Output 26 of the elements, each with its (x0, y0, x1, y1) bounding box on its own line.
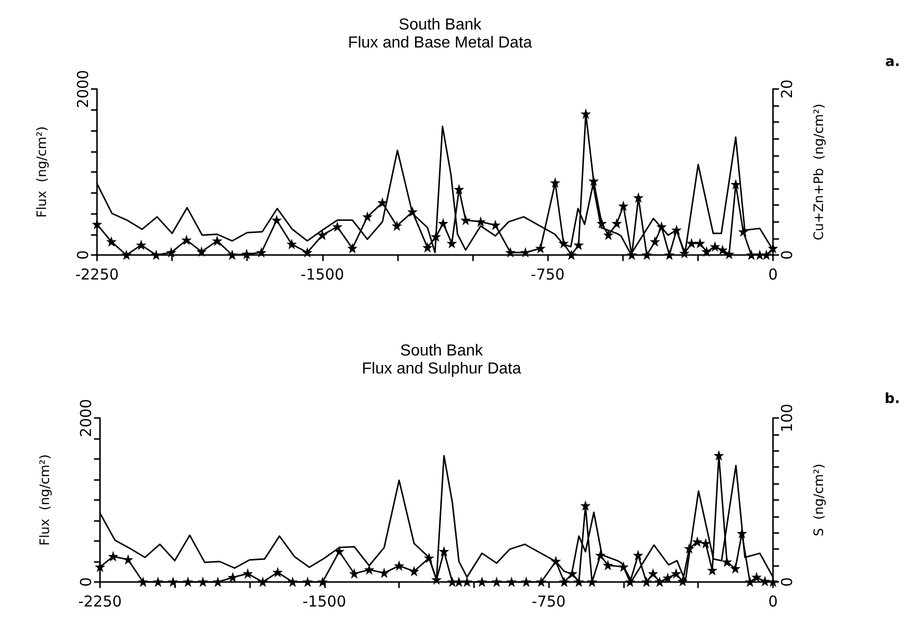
x-tick-label: 0 (768, 266, 778, 284)
y2-axis-title: Cu+Zn+Pb (ng/cm²) (812, 104, 827, 240)
y2-axis-title: S (ng/cm²) (812, 464, 827, 536)
y-tick-label: 0 (77, 577, 95, 587)
y2-tick-label: 0 (778, 250, 796, 260)
y2-tick-label: 20 (778, 79, 796, 99)
y2-tick-label: 100 (778, 404, 796, 432)
chart-title: South Bank (398, 16, 482, 34)
y2-tick-label: 0 (778, 577, 796, 587)
chart-subtitle: Flux and Sulphur Data (362, 360, 522, 378)
x-tick-label: -750 (532, 592, 566, 610)
chart-subtitle: Flux and Base Metal Data (348, 34, 532, 52)
y-axis-title: Flux (ng/cm²) (38, 454, 53, 546)
x-tick-label: -1500 (302, 592, 346, 610)
x-tick-label: -2250 (78, 592, 122, 610)
chart-title: South Bank (400, 342, 484, 360)
y-tick-label: 2000 (74, 70, 92, 108)
text: a. (885, 54, 900, 70)
y-axis-title: Flux (ng/cm²) (35, 126, 50, 218)
y-tick-label: 0 (74, 250, 92, 260)
x-tick-label: -1500 (300, 266, 344, 284)
y-tick-label: 2000 (77, 398, 95, 438)
x-tick-label: 0 (768, 592, 778, 610)
x-tick-label: -2250 (75, 266, 119, 284)
x-tick-label: -750 (530, 266, 565, 284)
text: b. (884, 391, 900, 407)
